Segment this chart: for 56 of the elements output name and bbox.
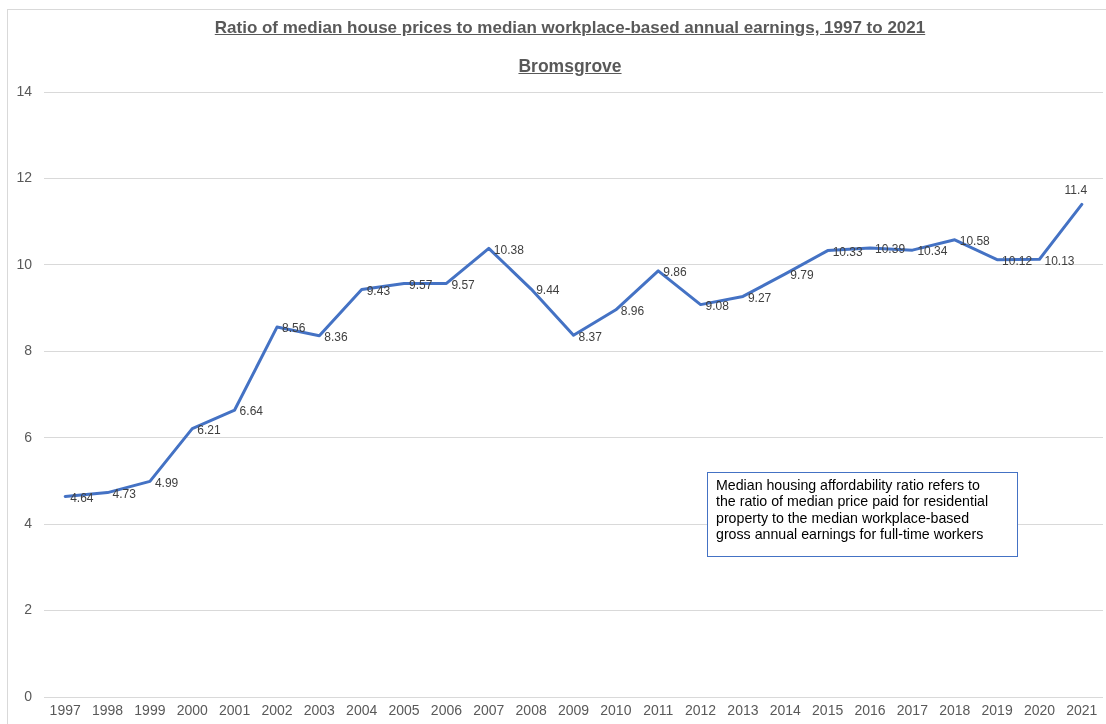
x-tick-label: 2014 (769, 702, 802, 719)
annotation: Median housing affordability ratio refers to the ratio of median price paid for residential property to the median workplace-based gross annual earnings for full-time workers (707, 472, 1018, 557)
data-label: 9.43 (366, 283, 391, 298)
y-tick-label: 0 (24, 687, 33, 704)
data-label: 6.64 (239, 404, 264, 419)
x-tick-label: 2005 (388, 702, 420, 719)
x-tick-label: 2000 (176, 702, 209, 719)
x-tick-label: 2006 (430, 702, 463, 719)
data-label: 9.08 (705, 298, 730, 313)
data-label: 4.99 (154, 475, 179, 490)
x-tick-label: 1997 (49, 702, 81, 719)
x-tick-label: 2003 (303, 702, 336, 719)
chart-title: Ratio of median house prices to median workplace-based annual earnings, 1997 to 2021 (213, 18, 927, 38)
data-label: 9.86 (663, 265, 687, 280)
data-label: 9.44 (536, 283, 560, 298)
x-tick-label: 2017 (896, 702, 929, 719)
y-tick-label: 12 (16, 169, 33, 186)
x-tick-label: 2018 (939, 702, 971, 719)
x-tick-label: 2001 (219, 702, 251, 719)
y-tick-label: 14 (16, 82, 33, 99)
data-label: 10.38 (493, 242, 525, 257)
x-tick-label: 2007 (473, 702, 505, 719)
x-tick-label: 2009 (557, 702, 590, 719)
x-tick-label: 2016 (854, 702, 886, 719)
data-label: 10.13 (1044, 253, 1075, 268)
x-tick-label: 2012 (685, 702, 717, 719)
data-label: 8.37 (578, 329, 603, 344)
data-label: 6.21 (197, 422, 221, 437)
y-tick-label: 10 (16, 255, 33, 272)
x-tick-label: 2010 (600, 702, 632, 719)
data-label: 11.4 (1064, 182, 1088, 197)
x-tick-label: 2002 (261, 702, 293, 719)
data-label: 8.36 (324, 330, 349, 345)
x-tick-label: 2015 (812, 702, 844, 719)
x-tick-label: 2008 (515, 702, 547, 719)
data-label: 9.79 (790, 268, 814, 283)
data-label: 8.96 (620, 304, 645, 319)
data-label: 9.27 (747, 290, 772, 305)
x-tick-label: 2004 (346, 702, 378, 719)
x-tick-label: 1998 (91, 702, 124, 719)
x-tick-label: 2020 (1023, 702, 1056, 719)
chart-subtitle: Bromsgrove (517, 56, 623, 77)
data-label: 10.58 (959, 234, 991, 249)
x-tick-label: 2013 (727, 702, 759, 719)
y-tick-label: 4 (24, 515, 33, 531)
x-tick-label: 2021 (1066, 702, 1098, 719)
x-tick-label: 2019 (981, 702, 1013, 719)
data-label: 9.57 (409, 277, 433, 292)
x-tick-label: 1999 (134, 702, 166, 719)
data-label: 4.73 (112, 486, 137, 501)
y-tick-label: 6 (24, 428, 33, 445)
x-tick-label: 2011 (643, 702, 674, 719)
data-label: 9.57 (451, 277, 476, 292)
y-tick-label: 2 (24, 601, 33, 618)
y-tick-label: 8 (24, 342, 33, 359)
data-label: 10.34 (917, 244, 948, 259)
